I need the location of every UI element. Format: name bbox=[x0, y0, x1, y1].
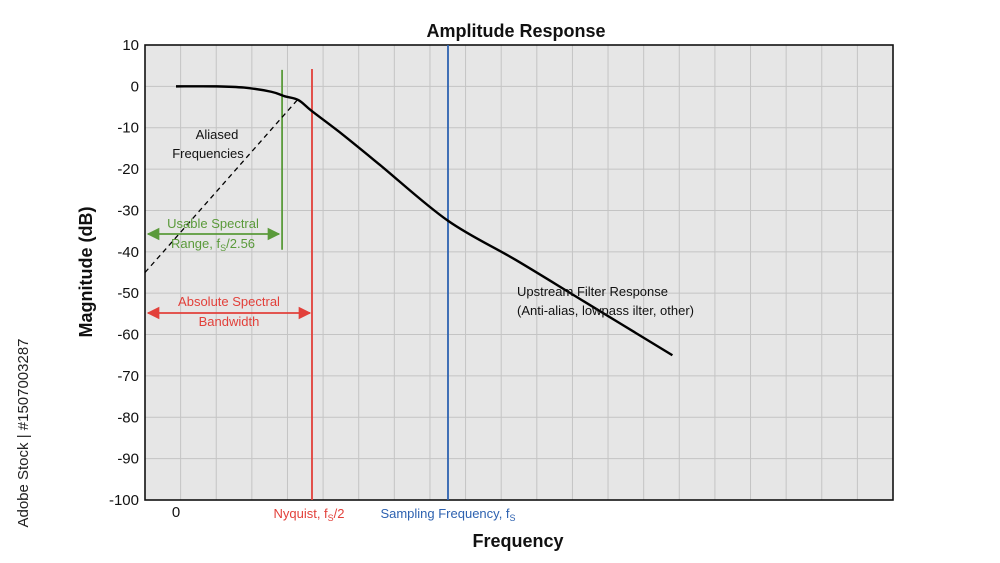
y-tick-label: -90 bbox=[117, 451, 139, 468]
y-tick-label: -70 bbox=[117, 368, 139, 385]
annotation-usable-1: Usable Spectral bbox=[167, 216, 259, 231]
x-tick-nyquist: Nyquist, fS/2 bbox=[273, 506, 344, 523]
series-line-upstream-filter bbox=[175, 85, 674, 357]
y-tick-label: -80 bbox=[117, 409, 139, 426]
annotation-aliased-1: Aliased bbox=[196, 127, 239, 142]
x-tick-sampling-sub: S bbox=[510, 513, 516, 523]
y-tick-label: -10 bbox=[117, 120, 139, 137]
x-tick-sampling-main: Sampling Frequency, f bbox=[380, 506, 509, 521]
x-tick-zero: 0 bbox=[172, 504, 180, 521]
annotation-usable-2-main: Range, f bbox=[171, 236, 221, 251]
y-tick-label: 0 bbox=[131, 78, 139, 95]
stock-id-text: Adobe Stock | #1507003287 bbox=[15, 338, 32, 527]
x-tick-nyquist-suffix: /2 bbox=[334, 506, 345, 521]
annotation-absolute-1: Absolute Spectral bbox=[178, 294, 280, 309]
y-axis-title: Magnitude (dB) bbox=[76, 207, 96, 338]
x-tick-sampling: Sampling Frequency, fS bbox=[380, 506, 515, 523]
annotation-aliased-2: Frequencies bbox=[172, 146, 244, 161]
y-tick-label: -20 bbox=[117, 161, 139, 178]
y-tick-label: -50 bbox=[117, 285, 139, 302]
y-tick-label: -30 bbox=[117, 202, 139, 219]
y-tick-label: -100 bbox=[109, 492, 139, 509]
aliased-frequencies-line bbox=[144, 98, 299, 273]
frequency-markers bbox=[281, 45, 449, 500]
annotation-upstream-2: (Anti-alias, lowpass ilter, other) bbox=[517, 303, 694, 318]
chart-title: Amplitude Response bbox=[426, 21, 605, 41]
y-tick-label: 10 bbox=[122, 37, 139, 54]
plot-area bbox=[145, 45, 893, 500]
annotation-usable-2: Range, fS/2.56 bbox=[171, 236, 255, 253]
x-tick-nyquist-main: Nyquist, f bbox=[273, 506, 328, 521]
x-axis-title: Frequency bbox=[472, 531, 563, 551]
y-axis-ticks: 10 0 -10 -20 -30 -40 -50 -60 -70 -80 -90 -100 bbox=[109, 37, 139, 509]
x-tick-nyquist-sub: S bbox=[328, 513, 334, 523]
y-tick-label: -40 bbox=[117, 244, 139, 261]
annotation-usable-2-suffix: /2.56 bbox=[226, 236, 255, 251]
y-tick-label: -60 bbox=[117, 327, 139, 344]
annotation-usable-2-sub: S bbox=[220, 243, 226, 253]
annotation-absolute-2: Bandwidth bbox=[199, 314, 260, 329]
annotation-upstream-1: Upstream Filter Response bbox=[517, 284, 668, 299]
